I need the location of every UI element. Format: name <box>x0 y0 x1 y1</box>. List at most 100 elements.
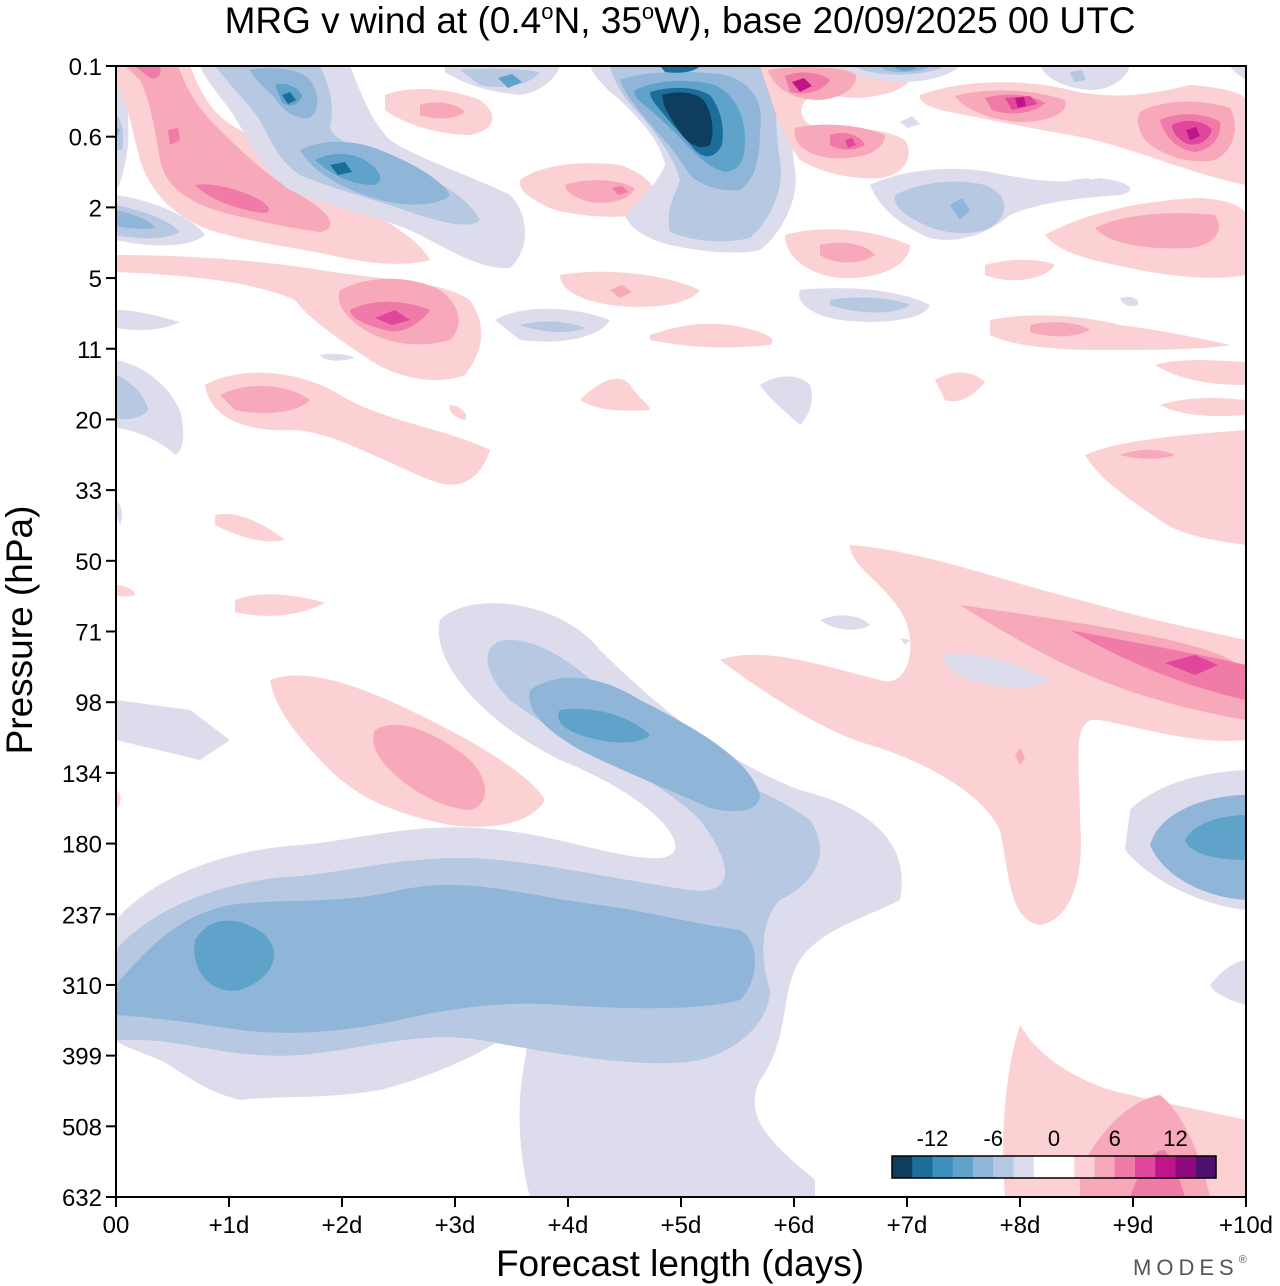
contour-pos-lvl1 <box>985 259 1055 281</box>
contour-pos-lvl2 <box>125 66 331 232</box>
contour-neg-lvl1 <box>116 500 123 525</box>
x-tick-label: +6d <box>774 1212 815 1239</box>
contour-pos-lvl3 <box>195 184 270 213</box>
contour-pos-lvl3 <box>135 66 161 79</box>
contour-neg-lvl5 <box>660 66 700 73</box>
contour-neg-lvl2 <box>830 297 910 313</box>
colorbar-label: 0 <box>1048 1126 1060 1151</box>
colorbar-label: 6 <box>1109 1126 1121 1151</box>
contour-pos-lvl2 <box>820 242 875 263</box>
contour-pos-lvl2 <box>1030 322 1090 337</box>
y-tick-label: 33 <box>75 478 102 505</box>
contour-pos-lvl1 <box>235 594 325 616</box>
colorbar-swatch <box>1155 1156 1176 1178</box>
contour-pos-lvl1 <box>449 405 467 420</box>
contour-neg-lvl4 <box>558 708 650 743</box>
colorbar-labels: -12 -6 0 6 12 <box>917 1126 1188 1151</box>
y-tick-label: 5 <box>89 266 102 293</box>
contour-neg-lvl1 <box>900 116 920 128</box>
y-tick-label: 50 <box>75 549 102 576</box>
y-tick-label: 134 <box>62 761 102 788</box>
contour-neg-lvl1 <box>116 700 230 760</box>
x-tick-label: +7d <box>887 1212 928 1239</box>
contour-neg-lvl2 <box>520 321 585 333</box>
colorbar-swatch <box>1195 1156 1217 1178</box>
y-tick-label: 20 <box>75 407 102 434</box>
contour-pos-lvl2 <box>1015 748 1025 765</box>
contour-pos-lvl2 <box>1095 213 1219 249</box>
colorbar-swatch <box>1033 1156 1055 1178</box>
colorbar-swatch <box>912 1156 933 1178</box>
x-tick-label: +1d <box>209 1212 250 1239</box>
contour-neg-lvl4 <box>194 920 275 991</box>
contour-pos-lvl3 <box>612 186 628 195</box>
y-axis-label: Pressure (hPa) <box>0 506 40 755</box>
x-tick-label: +5d <box>661 1212 702 1239</box>
colorbar-swatch <box>892 1156 913 1178</box>
contour-neg-lvl1 <box>320 353 355 361</box>
contour-neg-lvl1 <box>1210 960 1246 1005</box>
contour-pos-lvl1 <box>1155 360 1246 385</box>
contour-pos-lvl2 <box>220 385 310 413</box>
contour-pos-lvl1 <box>990 315 1230 350</box>
contour-neg-lvl1 <box>943 654 1050 688</box>
y-tick-label: 237 <box>62 902 102 929</box>
contour-neg-lvl1 <box>760 376 812 425</box>
contour-neg-lvl1 <box>1120 296 1139 307</box>
contour-neg-lvl4 <box>895 66 918 71</box>
x-tick-label: +9d <box>1113 1212 1154 1239</box>
x-tick-label: +3d <box>435 1212 476 1239</box>
contour-neg-lvl2 <box>116 115 124 150</box>
contour-neg-lvl3 <box>116 210 155 229</box>
contour-pos-lvl5 <box>1015 97 1026 108</box>
contour-neg-lvl1 <box>900 638 910 645</box>
y-tick-label: 0.6 <box>69 125 102 152</box>
contour-pos-lvl2 <box>960 605 1246 720</box>
contour-pos-lvl2 <box>373 724 485 810</box>
contour-neg-lvl2 <box>894 181 1005 234</box>
contour-neg-lvl2 <box>116 375 148 420</box>
contour-neg-lvl5 <box>330 162 352 175</box>
contour-pos-lvl3 <box>168 128 180 145</box>
colorbar-swatch <box>932 1156 954 1178</box>
contour-pos-lvl4 <box>792 78 812 92</box>
contour-neg-lvl1 <box>1070 178 1090 185</box>
contour-neg-lvl1 <box>820 615 870 630</box>
x-axis-ticks: 00 +1d +2d +3d +4d +5d +6d +7d +8d +9d +10d <box>103 1197 1273 1239</box>
contour-pos-lvl1 <box>116 790 121 810</box>
x-tick-label: +8d <box>1000 1212 1041 1239</box>
contour-neg-lvl4 <box>498 74 522 88</box>
colorbar-swatch <box>993 1156 1014 1178</box>
y-tick-label: 2 <box>89 195 102 222</box>
contour-pos-lvl4 <box>845 138 856 148</box>
contour-pos-lvl1 <box>116 585 135 597</box>
contour-fills <box>116 66 1246 1197</box>
contour-pos-lvl2 <box>420 102 465 119</box>
y-tick-label: 508 <box>62 1114 102 1141</box>
contour-neg-lvl1 <box>116 360 184 455</box>
contour-pos-lvl2 <box>565 180 635 203</box>
colorbar-swatch <box>1013 1156 1035 1178</box>
contour-neg-lvl1 <box>116 310 180 330</box>
chart-title: MRG v wind at (0.4oN, 35oW), base 20/09/… <box>225 0 1136 41</box>
colorbar-label: -6 <box>983 1126 1003 1151</box>
y-tick-label: 71 <box>75 620 102 647</box>
contour-pos-lvl1 <box>650 323 773 348</box>
contour-pos-lvl1 <box>1085 430 1246 545</box>
contour-pos-lvl4 <box>1165 655 1218 675</box>
contour-pos-lvl1 <box>580 378 650 411</box>
contour-neg-lvl4 <box>1185 815 1246 860</box>
contour-neg-lvl1 <box>1230 66 1246 80</box>
contour-neg-lvl5 <box>282 92 296 104</box>
colorbar-swatch <box>1094 1156 1116 1178</box>
colorbar <box>891 1155 1217 1179</box>
contour-pos-lvl3 <box>1070 630 1246 700</box>
colorbar-swatch <box>952 1156 974 1178</box>
contour-neg-lvl3 <box>116 885 755 1033</box>
y-tick-label: 310 <box>62 973 102 1000</box>
contour-pos-lvl2 <box>610 285 632 298</box>
x-tick-label: +10d <box>1219 1212 1273 1239</box>
contour-neg-lvl2 <box>1070 70 1086 82</box>
x-tick-label: +4d <box>548 1212 589 1239</box>
